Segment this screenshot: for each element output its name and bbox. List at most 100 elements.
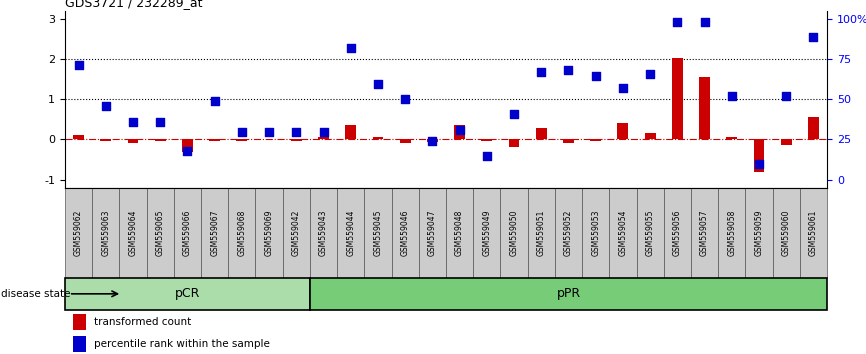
Text: GSM559043: GSM559043 bbox=[319, 210, 328, 256]
Bar bbox=[65, 278, 310, 310]
Point bbox=[180, 148, 194, 153]
Bar bbox=[100, 139, 111, 141]
Text: GSM559054: GSM559054 bbox=[618, 210, 627, 256]
Bar bbox=[808, 117, 819, 139]
Point bbox=[589, 73, 603, 79]
Text: GSM559055: GSM559055 bbox=[646, 210, 655, 256]
Text: GSM559045: GSM559045 bbox=[373, 210, 383, 256]
Point bbox=[289, 129, 303, 135]
Text: GSM559050: GSM559050 bbox=[509, 210, 519, 256]
Text: GSM559047: GSM559047 bbox=[428, 210, 436, 256]
Bar bbox=[555, 188, 582, 278]
Bar bbox=[182, 139, 193, 152]
Bar bbox=[310, 278, 827, 310]
Point bbox=[670, 19, 684, 25]
Bar bbox=[508, 139, 520, 147]
Text: pPR: pPR bbox=[556, 287, 580, 300]
Bar bbox=[92, 188, 120, 278]
Bar bbox=[617, 123, 629, 139]
Bar bbox=[120, 188, 146, 278]
Point bbox=[480, 153, 494, 159]
Point bbox=[235, 129, 249, 135]
Point bbox=[153, 120, 167, 125]
Text: GSM559042: GSM559042 bbox=[292, 210, 301, 256]
Bar bbox=[318, 137, 329, 139]
Point bbox=[262, 129, 276, 135]
Point bbox=[534, 69, 548, 75]
Bar bbox=[73, 314, 87, 330]
Bar bbox=[201, 188, 229, 278]
Bar bbox=[746, 188, 772, 278]
Text: GSM559067: GSM559067 bbox=[210, 210, 219, 256]
Text: transformed count: transformed count bbox=[94, 317, 191, 327]
Bar bbox=[282, 188, 310, 278]
Bar bbox=[753, 139, 765, 172]
Text: GSM559044: GSM559044 bbox=[346, 210, 355, 256]
Bar bbox=[610, 188, 637, 278]
Bar bbox=[372, 137, 384, 139]
Bar bbox=[419, 188, 446, 278]
Bar bbox=[65, 188, 92, 278]
Point bbox=[698, 19, 712, 25]
Bar bbox=[563, 139, 574, 143]
Text: pCR: pCR bbox=[175, 287, 200, 300]
Text: GSM559056: GSM559056 bbox=[673, 210, 682, 256]
Text: GSM559069: GSM559069 bbox=[265, 210, 274, 256]
Text: GSM559065: GSM559065 bbox=[156, 210, 165, 256]
Point bbox=[344, 45, 358, 51]
Text: GSM559061: GSM559061 bbox=[809, 210, 818, 256]
Text: GSM559048: GSM559048 bbox=[456, 210, 464, 256]
Text: GSM559062: GSM559062 bbox=[74, 210, 83, 256]
Text: GSM559064: GSM559064 bbox=[128, 210, 138, 256]
Text: GSM559052: GSM559052 bbox=[564, 210, 573, 256]
Bar bbox=[346, 125, 356, 139]
Text: GSM559051: GSM559051 bbox=[537, 210, 546, 256]
Bar bbox=[672, 58, 682, 139]
Bar bbox=[365, 188, 391, 278]
Point bbox=[371, 81, 385, 87]
Bar bbox=[73, 336, 87, 352]
Text: GSM559046: GSM559046 bbox=[401, 210, 410, 256]
Bar bbox=[454, 125, 465, 139]
Bar bbox=[446, 188, 473, 278]
Bar bbox=[210, 139, 220, 141]
Text: GSM559063: GSM559063 bbox=[101, 210, 110, 256]
Point bbox=[208, 98, 222, 104]
Bar bbox=[536, 128, 546, 139]
Point bbox=[126, 120, 140, 125]
Bar bbox=[174, 188, 201, 278]
Bar bbox=[781, 139, 792, 145]
Bar bbox=[644, 133, 656, 139]
Bar bbox=[73, 135, 84, 139]
Text: GSM559053: GSM559053 bbox=[591, 210, 600, 256]
Text: percentile rank within the sample: percentile rank within the sample bbox=[94, 339, 270, 349]
Bar bbox=[718, 188, 746, 278]
Bar bbox=[400, 139, 410, 143]
Bar bbox=[127, 139, 139, 143]
Point bbox=[643, 72, 657, 77]
Bar bbox=[772, 188, 800, 278]
Bar bbox=[229, 188, 255, 278]
Point bbox=[752, 161, 766, 167]
Bar bbox=[527, 188, 555, 278]
Point bbox=[806, 34, 820, 40]
Point bbox=[317, 129, 331, 135]
Text: GDS3721 / 232289_at: GDS3721 / 232289_at bbox=[65, 0, 203, 10]
Bar bbox=[800, 188, 827, 278]
Text: GSM559049: GSM559049 bbox=[482, 210, 491, 256]
Point bbox=[616, 85, 630, 91]
Text: GSM559059: GSM559059 bbox=[754, 210, 764, 256]
Bar bbox=[699, 77, 710, 139]
Bar bbox=[263, 138, 275, 139]
Point bbox=[453, 128, 467, 133]
Bar bbox=[291, 139, 301, 141]
Point bbox=[725, 93, 739, 99]
Bar bbox=[663, 188, 691, 278]
Text: GSM559066: GSM559066 bbox=[183, 210, 192, 256]
Point bbox=[398, 96, 412, 102]
Bar bbox=[727, 137, 737, 139]
Text: GSM559060: GSM559060 bbox=[782, 210, 791, 256]
Point bbox=[72, 62, 86, 68]
Bar bbox=[481, 139, 492, 141]
Bar bbox=[691, 188, 718, 278]
